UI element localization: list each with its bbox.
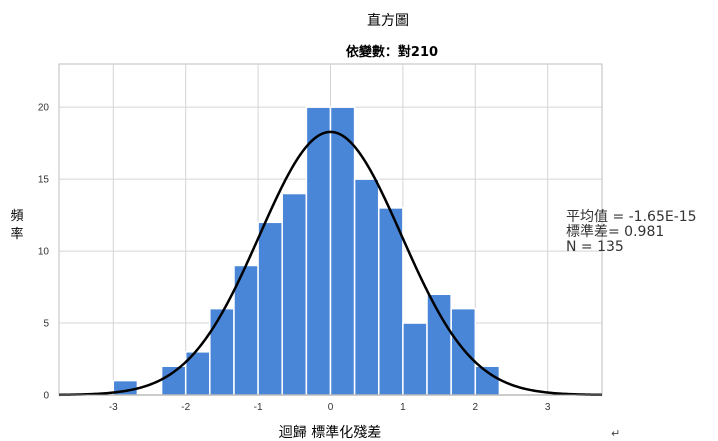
x-tick-label: 2 — [473, 402, 479, 413]
stats-sd: 標準差= 0.981 — [566, 224, 665, 240]
histogram-bar — [378, 207, 404, 396]
x-tick-label: 1 — [400, 402, 406, 413]
normal-curve — [58, 130, 603, 397]
stats-legend: 平均值 = -1.65E-15 標準差= 0.981 N = 135 — [566, 210, 697, 255]
histogram-bar — [209, 307, 235, 396]
stats-mean: 平均值 = -1.65E-15 — [566, 209, 697, 225]
axis-ticks: -3 -2 -1 0 1 2 3 0 5 10 15 20 — [38, 103, 551, 413]
histogram-bar — [353, 178, 380, 396]
y-axis-label-char-2: 率 — [10, 226, 23, 242]
y-tick-label: 0 — [43, 391, 49, 402]
histogram-bar — [329, 106, 356, 396]
histogram-bar — [305, 106, 332, 396]
histogram-bar — [257, 221, 283, 396]
histogram-bar — [450, 307, 477, 396]
y-axis-label-char-1: 頻 — [10, 209, 23, 224]
x-tick-label: -2 — [181, 402, 190, 413]
chart-subtitle: 依變數：對210 — [346, 44, 438, 60]
chart-title: 直方圖 — [367, 12, 409, 29]
histogram-bar — [233, 264, 259, 396]
histogram-bar — [281, 192, 308, 396]
x-tick-label: 0 — [328, 402, 334, 413]
x-tick-label: -3 — [109, 402, 118, 413]
y-tick-label: 10 — [38, 247, 50, 258]
y-tick-label: 20 — [38, 103, 50, 114]
x-tick-label: -1 — [254, 402, 263, 413]
y-axis-label-group: 頻 率 — [10, 209, 23, 242]
return-mark: ↵ — [611, 427, 621, 440]
y-tick-label: 15 — [38, 175, 50, 186]
x-axis-label: 迴歸 標準化殘差 — [279, 424, 381, 441]
histogram-bar — [402, 322, 428, 396]
histogram-bar — [426, 293, 452, 396]
y-tick-label: 5 — [43, 319, 49, 330]
stats-n: N = 135 — [566, 239, 624, 255]
x-tick-label: 3 — [545, 402, 551, 413]
